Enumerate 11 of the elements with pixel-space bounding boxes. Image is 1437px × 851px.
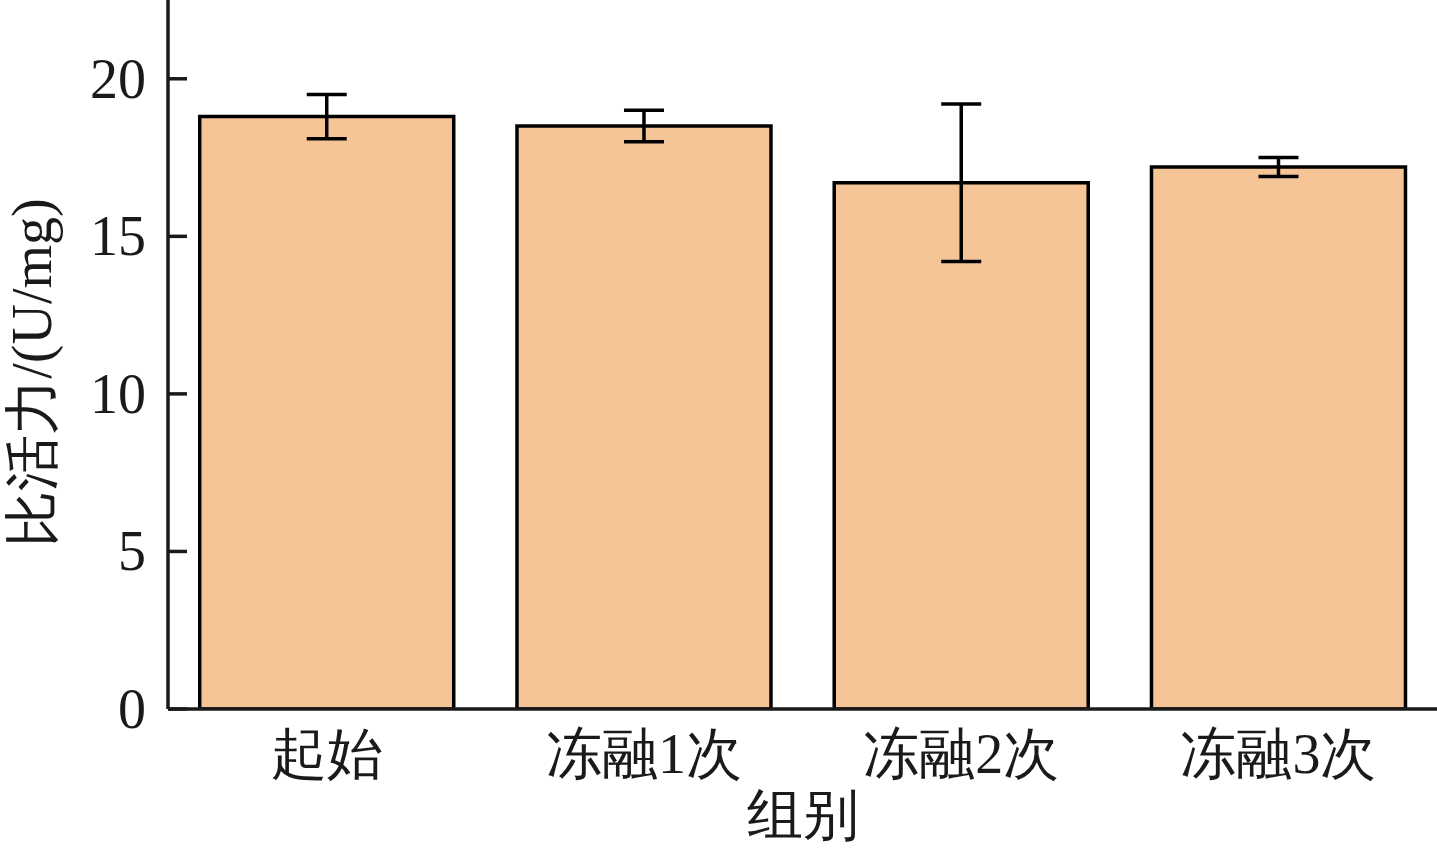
x-tick-label: 冻融3次 (1180, 722, 1377, 785)
x-axis-title: 组别 (746, 784, 859, 846)
y-tick-label: 20 (90, 47, 146, 110)
y-tick-label: 15 (90, 205, 146, 268)
y-tick-label: 0 (118, 678, 146, 740)
x-tick-label: 起始 (270, 722, 383, 785)
y-tick-label: 10 (90, 362, 146, 425)
y-tick-label: 5 (118, 520, 146, 583)
y-axis-title: 比活力/(U/mg) (1, 198, 64, 547)
x-tick-label: 冻融2次 (863, 722, 1060, 785)
x-tick-label: 冻融1次 (545, 722, 742, 785)
